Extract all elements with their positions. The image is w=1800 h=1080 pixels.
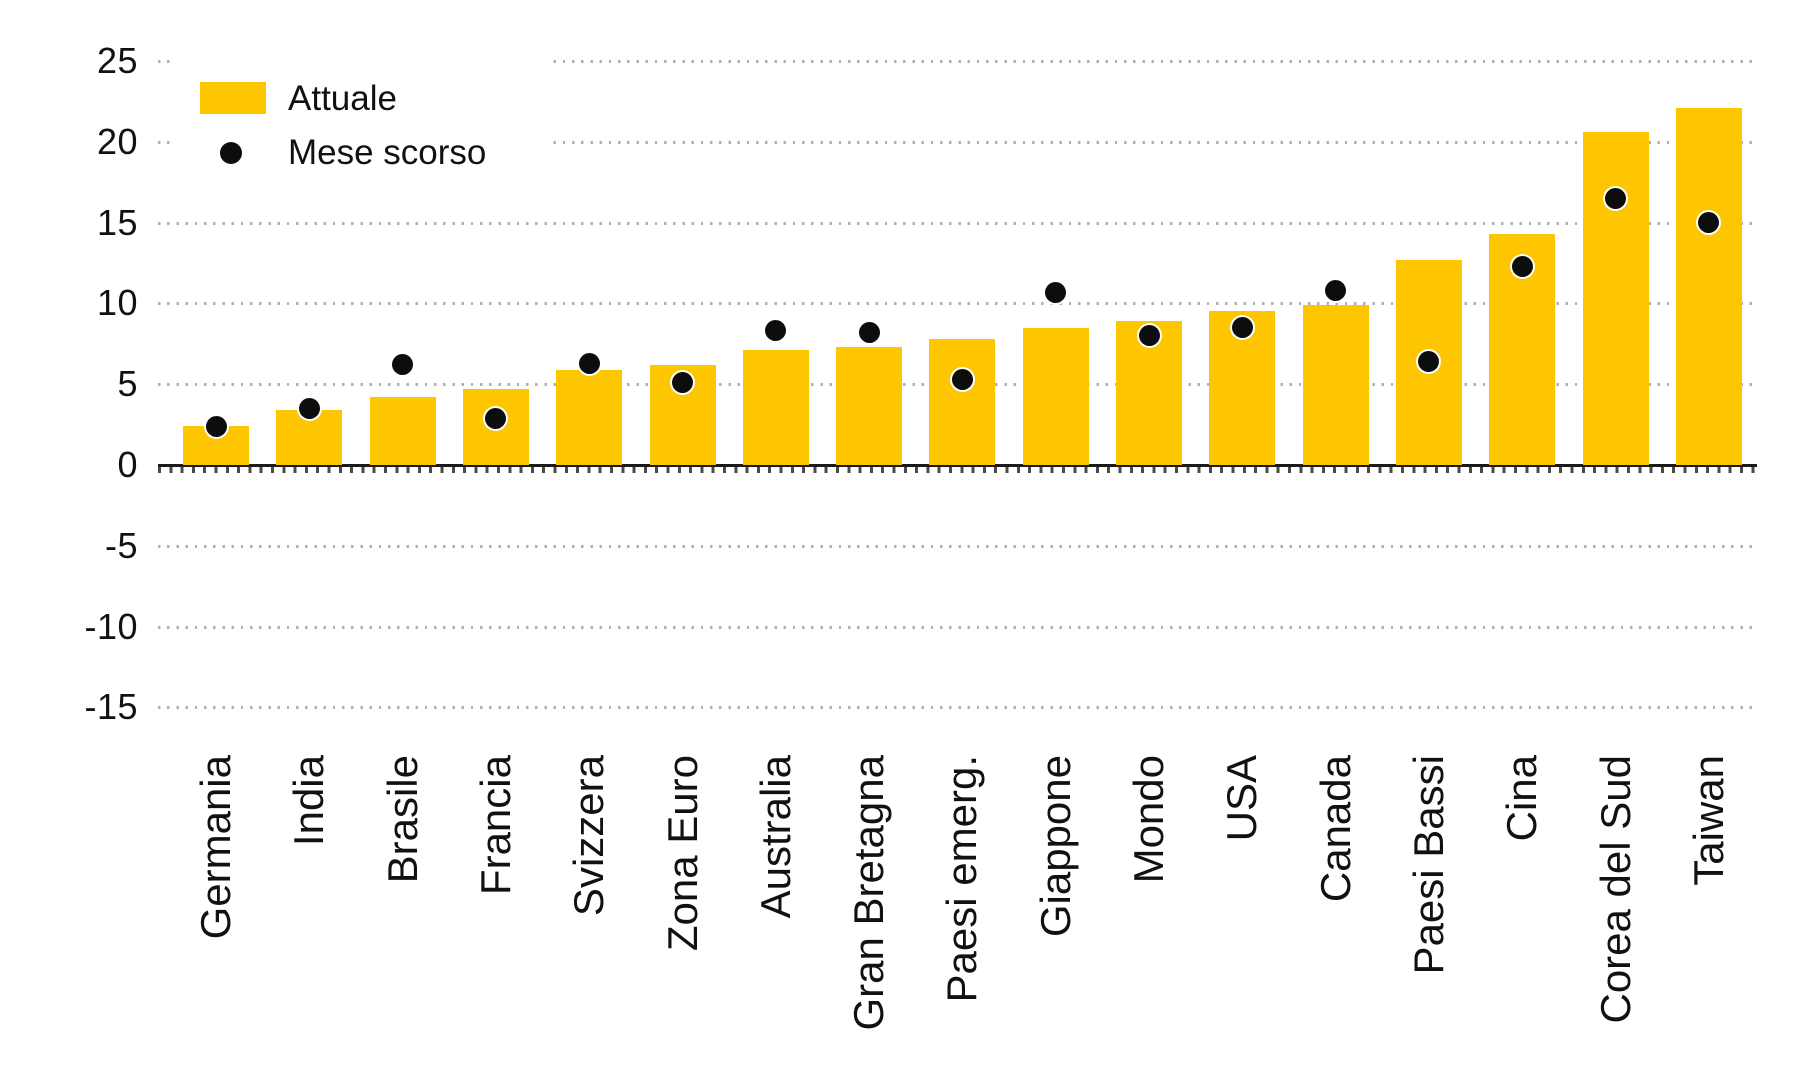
x-label-paesi-bassi: Paesi Bassi [1404,755,1452,975]
x-label-germania: Germania [192,755,239,940]
legend-bar-swatch [200,82,266,114]
legend-dot-icon [220,142,242,164]
legend: Attuale Mese scorso [170,48,548,184]
y-tick-label-5: 5 [117,363,138,405]
dot-canada [1325,279,1347,301]
y-tick-label-10: 10 [96,282,138,324]
y-tick-label--15: -15 [84,686,138,728]
x-label-australia: Australia [751,755,799,919]
x-label-francia: Francia [471,755,519,896]
bar-brasile [369,397,436,465]
gridline-y-10 [158,302,1757,306]
x-label-taiwan: Taiwan [1684,755,1732,886]
dot-corea-del-sud [1605,187,1626,209]
x-label-gran-bretagna: Gran Bretagna [845,755,893,1031]
bar-gran-bretagna [836,347,903,465]
bar-giappone [1022,327,1089,465]
y-tick-label-0: 0 [117,444,138,485]
x-label-canada: Canada [1311,755,1359,903]
dot-giappone [1045,281,1067,303]
y-tick-label-25: 25 [96,40,138,81]
dot-brasile [392,354,414,376]
dot-paesi-bassi [1418,351,1440,373]
bar-canada [1302,305,1369,465]
dot-svizzera [578,352,600,374]
bar-svizzera [556,369,623,465]
gridline-y--10 [158,625,1757,629]
y-tick-label--5: -5 [104,524,138,566]
y-tick-label--10: -10 [84,605,138,647]
legend-label-mese-scorso: Mese scorso [288,133,487,172]
dot-australia [765,320,787,342]
bar-india [276,410,343,465]
x-label-svizzera: Svizzera [565,755,613,917]
x-label-zona-euro: Zona Euro [658,755,706,952]
dot-mondo [1138,325,1160,347]
dot-taiwan [1698,212,1720,234]
dot-gran-bretagna [858,321,880,343]
gridline-y-25 [158,60,1757,63]
y-tick-label-15: 15 [96,201,138,243]
dot-cina [1511,255,1533,277]
x-label-cina: Cina [1498,755,1546,842]
gridline-y-15 [158,221,1757,225]
x-label-brasile: Brasile [378,755,426,884]
bar-paesi-emerg- [929,338,996,465]
gridline-y-20 [158,140,1757,144]
dot-india [298,397,320,419]
x-label-giappone: Giappone [1031,755,1079,938]
x-label-corea-del-sud: Corea del Sud [1591,755,1639,1024]
bar-australia [742,350,809,465]
y-tick-label-20: 20 [96,120,138,162]
dot-zona-euro [672,372,693,394]
x-label-mondo: Mondo [1125,755,1172,884]
dot-usa [1231,317,1253,339]
x-label-paesi-emerg-: Paesi emerg. [938,755,986,1003]
x-axis-minor-ticks [158,467,1757,473]
legend-label-attuale: Attuale [288,79,397,118]
dot-germania [205,415,227,437]
x-label-usa: USA [1218,755,1266,842]
gridline-y--5 [158,544,1757,548]
gridline-y--15 [158,706,1757,710]
dot-paesi-emerg- [951,368,973,390]
dot-francia [485,407,507,429]
x-axis-line [158,464,1757,467]
bar-taiwan [1675,107,1742,465]
bar-corea-del-sud [1582,132,1649,465]
x-label-india: India [285,755,333,847]
